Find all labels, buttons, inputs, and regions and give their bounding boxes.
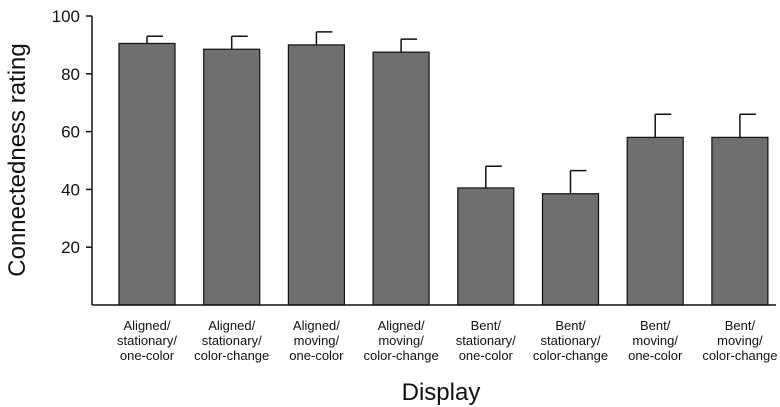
x-category-label: Aligned/moving/color-change (364, 318, 439, 363)
x-category-label: Bent/stationary/one-color (456, 318, 516, 363)
x-category-label: Bent/stationary/color-change (533, 318, 608, 363)
bars-layer (118, 42, 769, 306)
y-tick-label: 100 (52, 7, 80, 26)
error-bars-layer (146, 31, 756, 194)
y-tick-label: 80 (61, 65, 80, 84)
bar (118, 42, 176, 306)
bar (372, 51, 430, 306)
bar (203, 48, 261, 306)
x-category-label: Bent/moving/color-change (702, 318, 777, 363)
bar (287, 44, 345, 306)
x-labels-layer: Aligned/stationary/one-color Aligned/stat… (117, 318, 777, 363)
x-category-label: Aligned/stationary/one-color (117, 318, 177, 363)
y-axis-title: Connectedness rating (4, 43, 31, 276)
x-axis-title: Display (402, 379, 481, 406)
x-category-label: Bent/moving/one-color (628, 318, 683, 363)
x-category-label: Aligned/stationary/color-change (194, 318, 269, 363)
axes (91, 16, 776, 306)
x-category-label: Aligned/moving/one-color (289, 318, 344, 363)
y-tick-label: 20 (61, 238, 80, 257)
bar (711, 136, 769, 306)
bar (626, 136, 684, 306)
y-tick-label: 60 (61, 123, 80, 142)
y-tick-label: 40 (61, 180, 80, 199)
bar (457, 187, 515, 306)
y-ticks-layer: 20 40 60 80 100 (52, 7, 92, 257)
bar (541, 193, 600, 306)
